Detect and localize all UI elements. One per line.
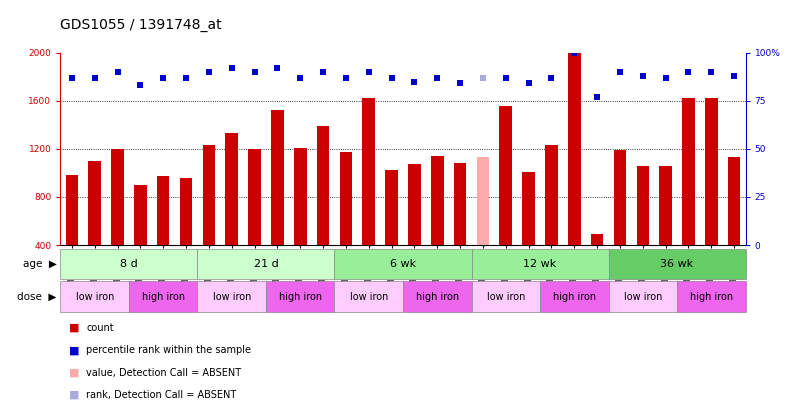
Text: ■: ■ xyxy=(69,390,79,400)
Text: 6 wk: 6 wk xyxy=(390,259,416,269)
Bar xyxy=(609,281,677,312)
Text: low iron: low iron xyxy=(624,292,662,302)
Bar xyxy=(522,172,535,245)
Bar xyxy=(613,150,626,245)
Bar xyxy=(363,98,375,245)
Bar xyxy=(334,249,472,279)
Bar xyxy=(472,281,540,312)
Text: percentile rank within the sample: percentile rank within the sample xyxy=(86,345,251,355)
Bar xyxy=(385,171,398,245)
Bar xyxy=(317,126,330,245)
Text: rank, Detection Call = ABSENT: rank, Detection Call = ABSENT xyxy=(86,390,236,400)
Text: 21 d: 21 d xyxy=(254,259,278,269)
Bar xyxy=(197,249,334,279)
Bar xyxy=(226,133,238,245)
Bar xyxy=(157,177,169,245)
Text: 12 wk: 12 wk xyxy=(523,259,557,269)
Bar xyxy=(129,281,197,312)
Bar xyxy=(472,249,609,279)
Bar xyxy=(248,149,261,245)
Text: high iron: high iron xyxy=(416,292,459,302)
Bar xyxy=(454,163,467,245)
Bar xyxy=(294,148,306,245)
Bar xyxy=(728,157,741,245)
Text: low iron: low iron xyxy=(487,292,525,302)
Bar xyxy=(476,157,489,245)
Text: GDS1055 / 1391748_at: GDS1055 / 1391748_at xyxy=(60,18,222,32)
Bar xyxy=(431,156,443,245)
Bar xyxy=(65,175,78,245)
Bar xyxy=(545,145,558,245)
Text: 36 wk: 36 wk xyxy=(660,259,694,269)
Text: ■: ■ xyxy=(69,345,79,355)
Text: high iron: high iron xyxy=(690,292,733,302)
Text: value, Detection Call = ABSENT: value, Detection Call = ABSENT xyxy=(86,368,241,377)
Bar xyxy=(659,166,672,245)
Bar xyxy=(591,234,604,245)
Bar xyxy=(540,281,609,312)
Text: low iron: low iron xyxy=(76,292,114,302)
Bar xyxy=(111,149,124,245)
Bar xyxy=(271,110,284,245)
Bar xyxy=(500,106,512,245)
Bar xyxy=(568,53,580,245)
Bar xyxy=(705,98,717,245)
Bar xyxy=(403,281,472,312)
Bar xyxy=(677,281,746,312)
Text: ■: ■ xyxy=(69,323,79,333)
Text: low iron: low iron xyxy=(350,292,388,302)
Text: low iron: low iron xyxy=(213,292,251,302)
Text: ■: ■ xyxy=(69,368,79,377)
Bar xyxy=(339,152,352,245)
Text: high iron: high iron xyxy=(279,292,322,302)
Bar xyxy=(89,161,101,245)
Bar xyxy=(609,249,746,279)
Text: high iron: high iron xyxy=(142,292,185,302)
Text: count: count xyxy=(86,323,114,333)
Bar xyxy=(60,281,129,312)
Text: 8 d: 8 d xyxy=(120,259,138,269)
Text: age  ▶: age ▶ xyxy=(23,259,56,269)
Bar xyxy=(134,185,147,245)
Bar xyxy=(334,281,403,312)
Bar xyxy=(60,249,197,279)
Text: high iron: high iron xyxy=(553,292,596,302)
Bar xyxy=(180,178,193,245)
Bar xyxy=(682,98,695,245)
Bar xyxy=(637,166,649,245)
Bar xyxy=(197,281,266,312)
Bar xyxy=(266,281,334,312)
Bar xyxy=(408,164,421,245)
Bar xyxy=(202,145,215,245)
Text: dose  ▶: dose ▶ xyxy=(17,292,56,302)
